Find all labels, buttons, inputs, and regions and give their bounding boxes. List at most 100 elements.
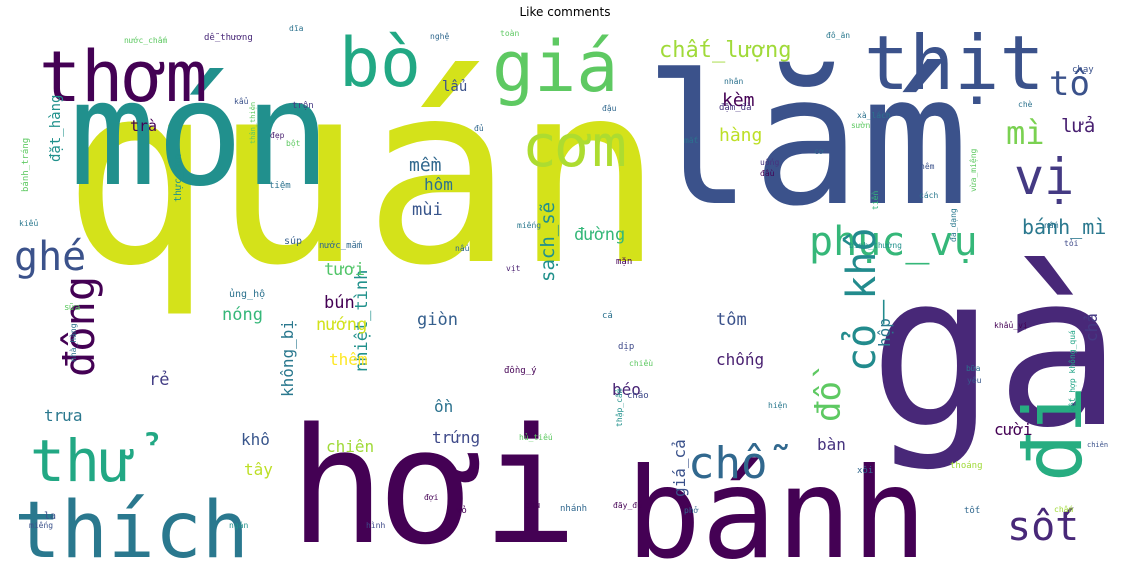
- cloud-word: cười: [994, 420, 1033, 439]
- cloud-word: chè: [1018, 100, 1033, 109]
- cloud-word: miếng: [29, 521, 54, 530]
- cloud-word: bánh_tráng: [21, 137, 31, 192]
- cloud-word: đậu: [602, 104, 617, 113]
- cloud-word: giòn: [417, 310, 458, 330]
- cloud-word: bún: [324, 293, 355, 313]
- cloud-word: dịp: [618, 342, 635, 352]
- cloud-word: chiều: [629, 359, 654, 368]
- cloud-word: thêm: [329, 350, 368, 369]
- cloud-word: đường: [574, 225, 626, 245]
- cloud-word: giá: [492, 26, 619, 108]
- cloud-word: sườn: [851, 121, 871, 130]
- cloud-word: lắm: [644, 37, 970, 246]
- cloud-word: mắt: [684, 136, 699, 145]
- cloud-word: đậm_đà: [719, 103, 752, 113]
- cloud-word: thịt: [864, 22, 1045, 107]
- cloud-word: chấm: [1054, 505, 1074, 514]
- cloud-word: nóng: [222, 305, 263, 325]
- cloud-word: cá: [602, 311, 613, 321]
- cloud-word: mềm: [409, 155, 442, 176]
- cloud-word: khẩu_vị: [994, 321, 1028, 330]
- cloud-word: không_bị: [278, 319, 297, 397]
- cloud-word: đợi: [424, 493, 439, 502]
- cloud-word: bình_thường: [849, 241, 902, 250]
- cloud-word: vỏ: [456, 506, 467, 516]
- cloud-word: vị: [1014, 148, 1075, 206]
- cloud-word: tây: [244, 460, 273, 479]
- cloud-word: tươi: [324, 260, 365, 280]
- cloud-word: kết_hợp không_quá: [1068, 330, 1077, 412]
- cloud-word: chỗ: [688, 438, 768, 489]
- cloud-word: phở: [684, 506, 699, 515]
- cloud-word: xôi: [857, 466, 874, 476]
- cloud-word: đa_dạng: [949, 208, 958, 242]
- cloud-word: tỏi: [1064, 239, 1079, 248]
- cloud-word: đẹp: [270, 131, 285, 140]
- cloud-word: vừa_miệng: [969, 148, 978, 192]
- cloud-word: sữa: [64, 303, 81, 313]
- cloud-word: trộn: [292, 101, 314, 111]
- cloud-word: lửa: [1061, 115, 1096, 137]
- cloud-word: trà: [130, 117, 158, 135]
- cloud-word: mặn: [616, 257, 633, 267]
- cloud-word: thoáng: [950, 461, 983, 471]
- cloud-word: tô: [1049, 64, 1090, 104]
- cloud-word: thực_đơn: [173, 153, 184, 202]
- cloud-word: kẩu: [234, 97, 249, 106]
- cloud-word: hơi: [289, 393, 578, 580]
- word-cloud: quán món lắm gà hơi bánh thích thịt giá thơm bò cơm…: [4, 22, 1126, 583]
- cloud-word: khô: [241, 430, 270, 449]
- cloud-word: cháo: [627, 391, 649, 401]
- cloud-word: đồng_ý: [504, 366, 537, 376]
- cloud-word: đặt_hàng: [48, 94, 64, 162]
- cloud-word: nướng: [316, 315, 368, 335]
- cloud-word: trứng: [432, 428, 481, 447]
- cloud-word: uống: [760, 158, 780, 167]
- cloud-word: bánh_mì: [1022, 215, 1107, 239]
- cloud-word: sốt: [1007, 504, 1080, 550]
- cloud-word: trưa: [44, 406, 83, 425]
- cloud-word: rẻ: [149, 370, 170, 390]
- cloud-word: hôm: [424, 175, 453, 194]
- cloud-word: hủ_tiếu: [519, 433, 553, 442]
- cloud-word: dĩa: [289, 24, 304, 33]
- cloud-word: vịt: [506, 264, 521, 273]
- cloud-word: la: [44, 511, 57, 522]
- cloud-word: nước_chấm: [124, 36, 168, 45]
- cloud-word: cơ: [814, 147, 824, 156]
- cloud-word: đầu: [760, 169, 775, 178]
- cloud-word: nhánh: [560, 504, 588, 514]
- cloud-word: tôm: [716, 310, 747, 330]
- cloud-word: xà_lách: [857, 111, 891, 120]
- cloud-word: thơm: [39, 36, 208, 118]
- cloud-word: hàng: [719, 125, 763, 146]
- cloud-word: ngán: [229, 521, 249, 530]
- cloud-word: bánh: [626, 442, 928, 583]
- cloud-word: hộp: [875, 318, 894, 347]
- cloud-word: giá_cả: [670, 439, 689, 497]
- cloud-word: đãy_đủ: [613, 501, 642, 510]
- cloud-word: nấm: [1044, 221, 1059, 230]
- cloud-word: tiệm: [269, 181, 291, 191]
- cloud-word: thân_thiện: [249, 101, 257, 144]
- cloud-word: yêu: [967, 376, 982, 385]
- cloud-word: nêm: [920, 162, 935, 171]
- cloud-word: nhân: [724, 77, 744, 86]
- cloud-word: súp: [284, 236, 303, 247]
- cloud-word: miếng: [517, 221, 542, 230]
- cloud-word: thập_cẩm: [615, 388, 624, 427]
- cloud-word: tốt: [964, 506, 981, 516]
- cloud-word: chạy: [1072, 65, 1094, 75]
- cloud-word: nhà_hàng: [69, 323, 78, 362]
- cloud-word: nước_mắm: [319, 241, 363, 251]
- cloud-word: đô_ăn: [826, 31, 851, 40]
- cloud-word: hiện: [768, 401, 788, 410]
- cloud-word: quán: [62, 29, 665, 320]
- cloud-word: gà: [869, 229, 1122, 474]
- cloud-word: chả: [1082, 313, 1101, 342]
- cloud-word: dễ_thương: [204, 33, 253, 43]
- cloud-word: tiền: [871, 190, 880, 210]
- cloud-word: đông: [55, 275, 104, 377]
- cloud-word: kèm: [722, 90, 755, 111]
- cloud-word: mì: [1006, 114, 1045, 152]
